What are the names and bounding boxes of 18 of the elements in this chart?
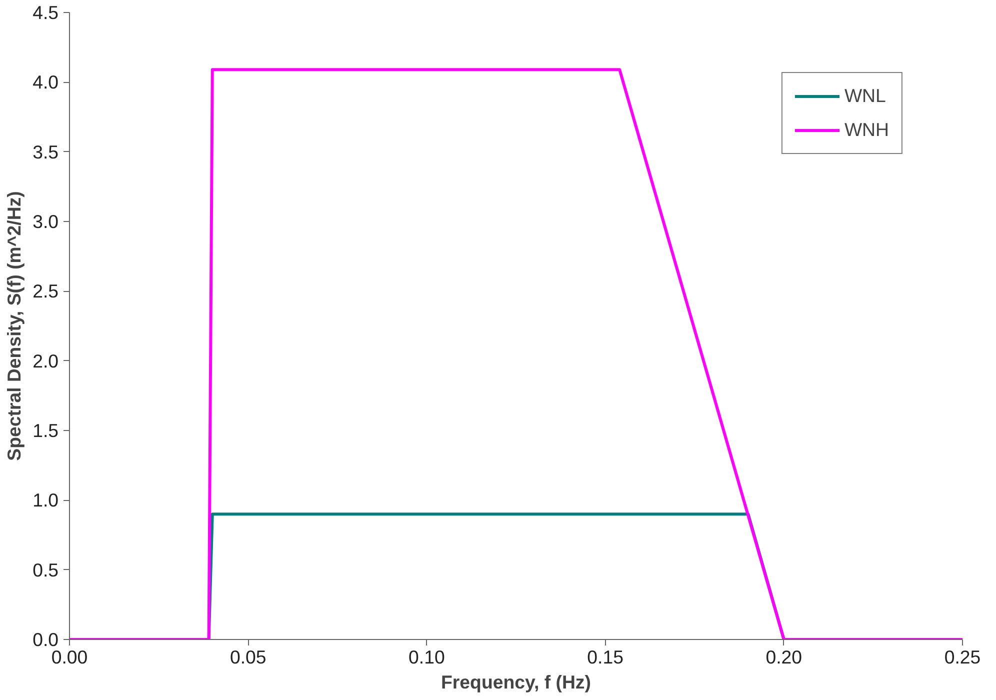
x-tick-label: 0.20: [766, 646, 802, 668]
y-tick-label: 2.0: [32, 350, 59, 372]
y-tick-label: 3.0: [32, 211, 59, 232]
x-tick-label: 0.05: [230, 646, 266, 668]
x-tick-label: 0.10: [408, 646, 445, 668]
x-tick-label: 0.15: [587, 646, 624, 668]
y-tick-label: 1.5: [32, 420, 59, 441]
legend-label: WNH: [844, 119, 889, 141]
y-tick-label: 3.5: [32, 141, 59, 162]
y-tick-label: 0.5: [32, 559, 59, 580]
y-axis-title: Spectral Density, S(f) (m^2/Hz): [4, 191, 25, 461]
y-tick-label: 4.5: [32, 2, 59, 23]
y-tick-label: 2.5: [32, 280, 59, 302]
y-tick-label: 4.0: [32, 72, 59, 93]
legend-label: WNL: [844, 85, 886, 107]
x-axis-title: Frequency, f (Hz): [441, 672, 591, 692]
y-tick-label: 1.0: [32, 490, 59, 511]
x-tick-label: 0.25: [944, 646, 981, 668]
